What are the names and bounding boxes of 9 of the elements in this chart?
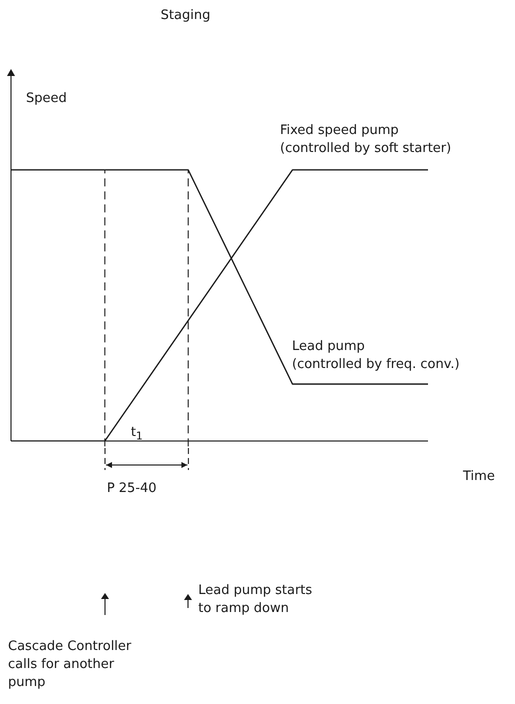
- x-axis-title: Time: [463, 468, 495, 486]
- annotation: t$_{1}$: [130, 424, 143, 445]
- series-label: Fixed speed pump (controlled by soft starter): [280, 122, 452, 158]
- text: P 25-40: [106, 480, 157, 498]
- y-axis-title: Speed: [26, 90, 67, 108]
- series-label: Lead pump (controlled by freq. conv.): [292, 338, 460, 374]
- text: Lead pump starts to ramp down: [198, 582, 312, 618]
- chart-title: Staging: [160, 8, 212, 23]
- text: Cascade Controller calls for another pump: [8, 638, 132, 692]
